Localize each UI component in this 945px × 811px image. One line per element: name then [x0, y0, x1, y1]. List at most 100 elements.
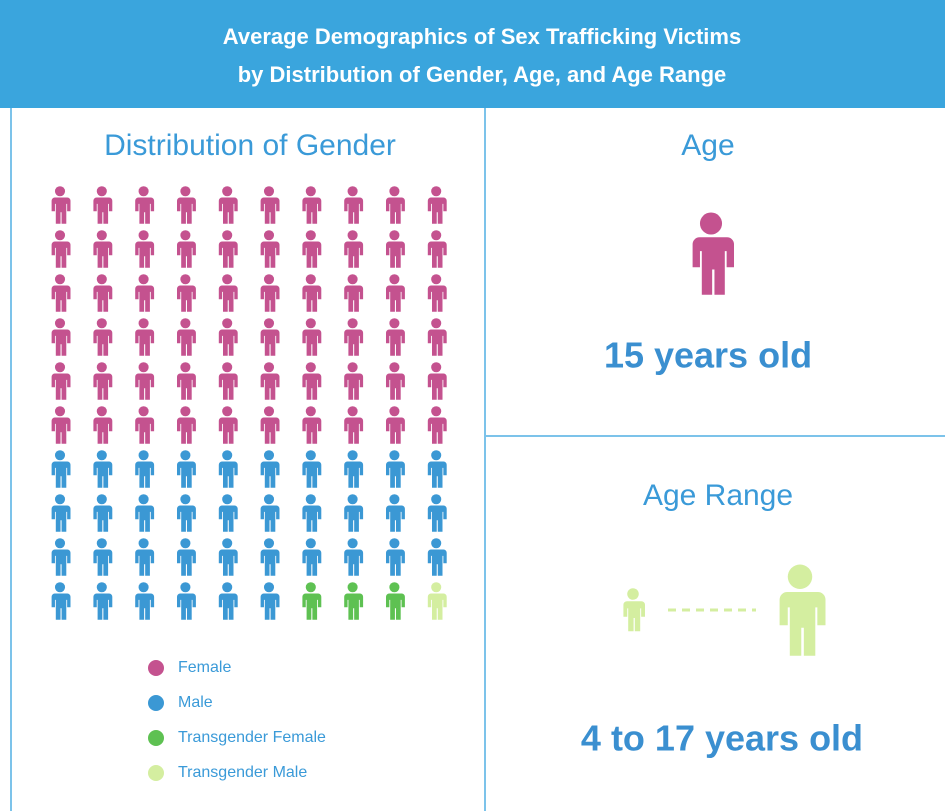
icon-body	[93, 241, 113, 268]
icon-body	[135, 549, 155, 576]
person-icon	[51, 230, 71, 268]
icon-body	[386, 285, 405, 312]
icon-body	[386, 197, 405, 224]
person-icon	[93, 318, 113, 356]
person-icon	[386, 274, 405, 312]
person-icon	[692, 212, 734, 295]
person-icon	[386, 582, 405, 620]
icon-body	[93, 593, 113, 620]
icon-body	[427, 285, 447, 312]
icon-head	[180, 186, 191, 197]
icon-body	[177, 417, 196, 444]
person-icon	[260, 362, 280, 400]
icon-head	[222, 494, 233, 505]
icon-head	[54, 538, 66, 549]
icon-body	[135, 329, 155, 356]
legend-label: Transgender Female	[178, 729, 326, 746]
icon-head	[699, 212, 723, 235]
person-icon	[779, 564, 826, 656]
icon-body	[93, 285, 113, 312]
icon-body	[135, 285, 155, 312]
icon-body	[302, 241, 322, 268]
icon-body	[260, 549, 280, 576]
icon-head	[96, 538, 107, 549]
icon-body	[177, 461, 196, 488]
icon-head	[138, 582, 149, 593]
icon-head	[180, 494, 191, 505]
person-icon	[93, 362, 113, 400]
icon-head	[138, 230, 149, 241]
person-icon	[427, 362, 447, 400]
icon-head	[138, 274, 149, 285]
person-icon	[135, 274, 155, 312]
person-icon	[344, 494, 364, 532]
legend-label: Male	[178, 694, 213, 711]
icon-head	[431, 538, 442, 549]
icon-body	[302, 197, 322, 224]
icon-head	[180, 362, 191, 373]
person-icon	[93, 450, 113, 488]
icon-body	[344, 373, 364, 400]
icon-body	[427, 417, 447, 444]
person-icon	[51, 582, 71, 620]
icon-body	[177, 549, 196, 576]
icon-body	[177, 329, 196, 356]
icon-body	[135, 505, 155, 532]
icon-head	[389, 450, 400, 461]
person-icon	[218, 494, 238, 532]
icon-body	[177, 593, 196, 620]
icon-head	[305, 318, 316, 329]
person-icon	[177, 274, 196, 312]
category-icons	[302, 582, 405, 620]
person-icon	[93, 494, 113, 532]
person-icon	[302, 274, 322, 312]
icon-head	[389, 318, 400, 329]
icon-head	[222, 450, 233, 461]
person-icon	[177, 582, 196, 620]
person-icon	[386, 538, 405, 576]
icon-head	[305, 538, 316, 549]
icon-body	[177, 285, 196, 312]
icon-head	[389, 362, 400, 373]
icon-body	[302, 505, 322, 532]
person-icon	[302, 230, 322, 268]
person-icon	[260, 450, 280, 488]
icon-body	[427, 329, 447, 356]
person-icon	[344, 450, 364, 488]
legend-label: Transgender Male	[178, 764, 307, 781]
person-icon	[135, 582, 155, 620]
person-icon	[260, 494, 280, 532]
icon-head	[180, 406, 191, 417]
icon-body	[218, 461, 238, 488]
icon-head	[347, 362, 358, 373]
icon-body	[51, 417, 71, 444]
person-icon	[344, 186, 364, 224]
icon-head	[627, 588, 639, 600]
icon-body	[427, 549, 447, 576]
icon-head	[222, 582, 233, 593]
icon-head	[263, 406, 275, 417]
person-icon	[386, 406, 405, 444]
person-icon	[218, 406, 238, 444]
icon-head	[138, 318, 149, 329]
person-icon	[386, 362, 405, 400]
icon-head	[96, 318, 107, 329]
icon-body	[386, 329, 405, 356]
person-icon	[177, 406, 196, 444]
icon-body	[386, 505, 405, 532]
icon-head	[389, 230, 400, 241]
person-icon	[344, 362, 364, 400]
icon-body	[260, 417, 280, 444]
icon-body	[302, 417, 322, 444]
icon-head	[54, 186, 66, 197]
category-icons	[427, 582, 447, 620]
person-icon	[302, 494, 322, 532]
icon-body	[386, 461, 405, 488]
icon-body	[135, 241, 155, 268]
person-icon	[302, 186, 322, 224]
person-icon	[93, 582, 113, 620]
icon-head	[96, 186, 107, 197]
person-icon	[135, 450, 155, 488]
person-icon	[93, 406, 113, 444]
